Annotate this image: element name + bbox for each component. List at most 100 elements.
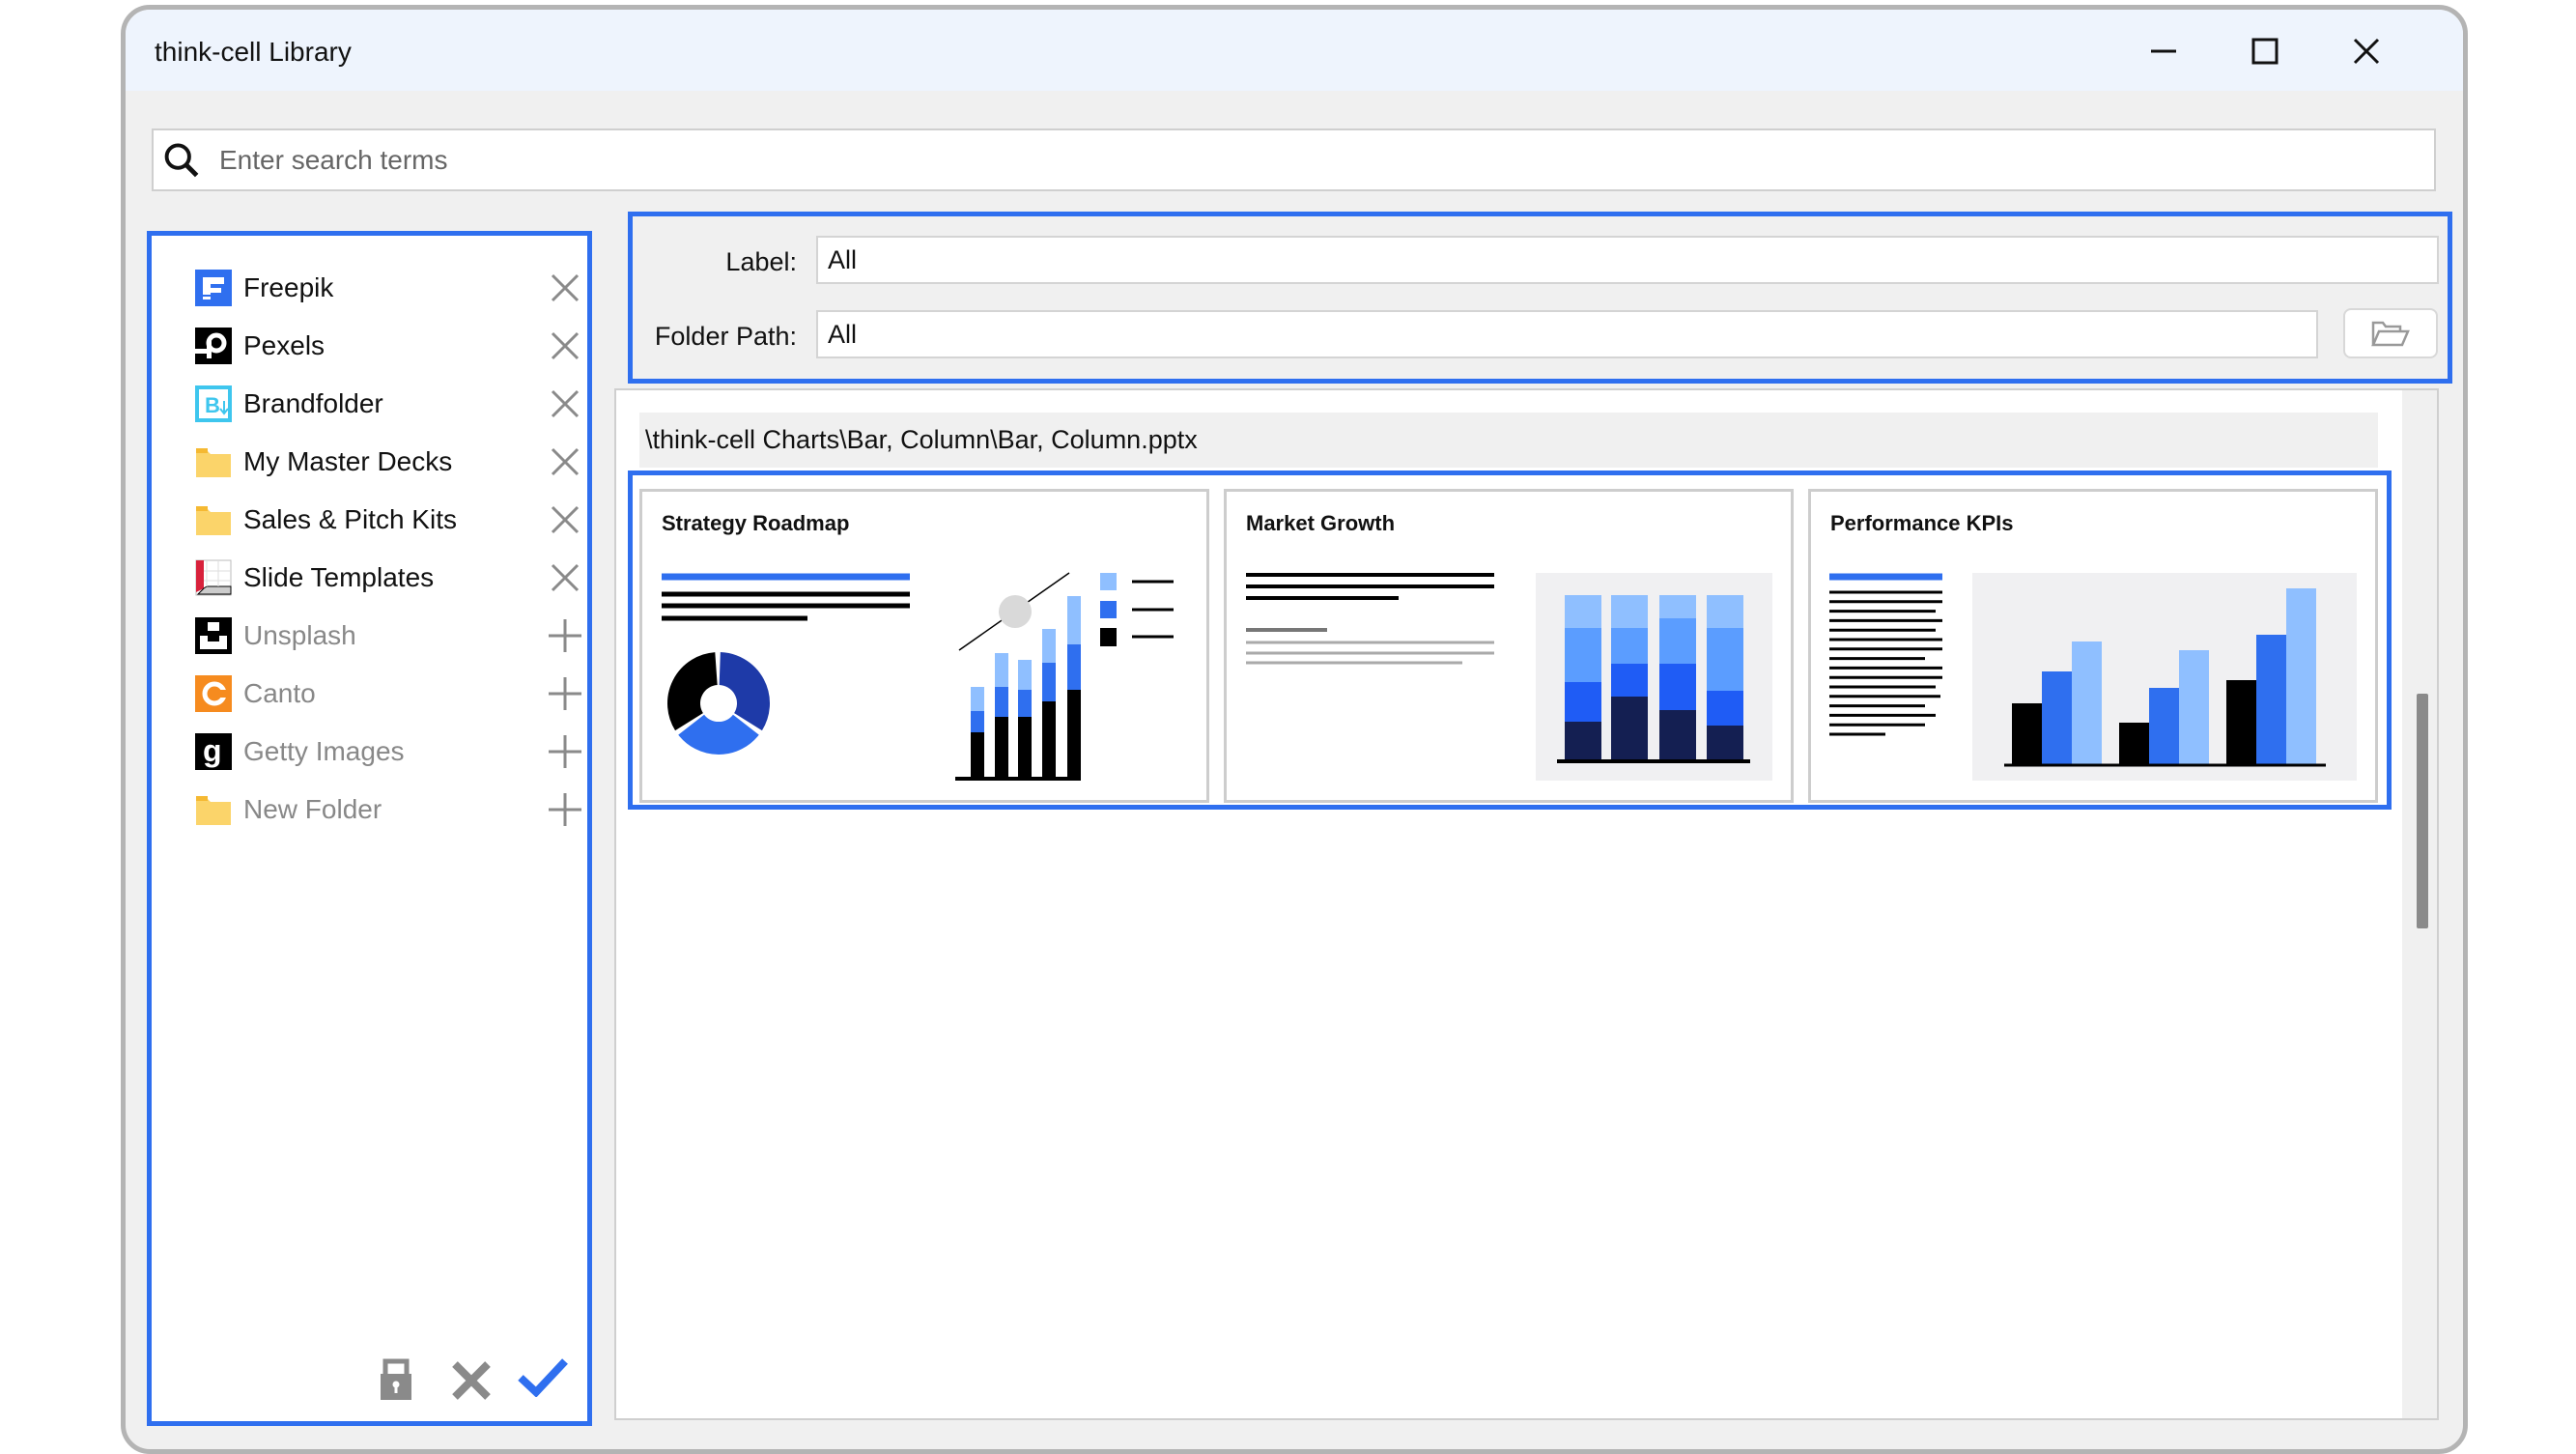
bar [995, 653, 1008, 687]
donut-chart [667, 652, 770, 755]
slide-card-performance-kpis[interactable]: Performance KPIs [1808, 489, 2378, 803]
remove-icon[interactable] [548, 444, 582, 479]
filter-panel: Label: All Folder Path: All [628, 212, 2452, 384]
bar-segment [1611, 595, 1648, 628]
bar [971, 687, 984, 711]
file-path: \think-cell Charts\Bar, Column\Bar, Colu… [639, 413, 2378, 468]
add-icon[interactable] [548, 618, 582, 653]
source-item-my-master-decks[interactable]: My Master Decks [152, 435, 587, 489]
source-list-panel: Freepik Pexels B Brandfolder My Master Decks… [147, 231, 592, 1426]
add-icon[interactable] [548, 676, 582, 711]
title-bar: think-cell Library [126, 10, 2463, 91]
source-label: Brandfolder [243, 388, 383, 418]
source-item-pexels[interactable]: Pexels [152, 319, 587, 373]
source-label: Getty Images [243, 736, 405, 766]
bar [2042, 671, 2072, 764]
minimize-button[interactable] [2139, 27, 2188, 75]
source-item-slide-templates[interactable]: Slide Templates [152, 551, 587, 605]
folder-icon [196, 448, 231, 477]
source-label: New Folder [243, 794, 382, 824]
source-item-unsplash[interactable]: Unsplash [152, 609, 587, 663]
slide-card-market-growth[interactable]: Market Growth [1224, 489, 1794, 803]
bar [1018, 660, 1032, 690]
bar [2072, 641, 2102, 764]
cancel-icon[interactable] [451, 1360, 492, 1401]
bar [2226, 680, 2256, 764]
folder-icon [196, 506, 231, 535]
bar-segment [1565, 722, 1601, 759]
folder-path-field[interactable]: All [816, 310, 2318, 358]
remove-icon[interactable] [548, 560, 582, 595]
add-icon[interactable] [548, 792, 582, 827]
remove-icon[interactable] [548, 328, 582, 363]
open-folder-icon [2371, 321, 2410, 347]
source-item-freepik[interactable]: Freepik [152, 261, 587, 315]
source-label: Freepik [243, 272, 334, 302]
bar-segment [1707, 628, 1743, 691]
confirm-icon[interactable] [517, 1356, 569, 1397]
bar [971, 732, 984, 779]
source-label: Pexels [243, 330, 326, 360]
bar-segment [1565, 628, 1601, 682]
remove-icon[interactable] [548, 271, 582, 305]
remove-icon[interactable] [548, 386, 582, 421]
scrollbar-thumb[interactable] [2417, 694, 2428, 928]
legend-swatch [1100, 601, 1117, 618]
source-item-new-folder[interactable]: New Folder [152, 783, 587, 837]
bar-segment [1611, 664, 1648, 697]
source-label: Unsplash [243, 620, 356, 650]
bar-segment [1659, 618, 1696, 664]
remove-icon[interactable] [548, 502, 582, 537]
label-filter-field[interactable]: All [816, 236, 2439, 284]
maximize-icon [2251, 38, 2279, 65]
donut-segment [667, 652, 719, 731]
freepik-icon [195, 270, 232, 306]
close-button[interactable] [2342, 27, 2391, 75]
bar [1067, 690, 1081, 779]
bar [995, 717, 1008, 779]
source-item-sales-pitch-kits[interactable]: Sales & Pitch Kits [152, 493, 587, 547]
lock-icon[interactable] [379, 1358, 413, 1401]
trend-marker [999, 595, 1032, 628]
bar [2286, 588, 2316, 764]
source-label: Sales & Pitch Kits [243, 504, 457, 534]
source-item-getty-images[interactable]: g Getty Images [152, 725, 587, 779]
bar [995, 687, 1008, 717]
bar-segment [1707, 595, 1743, 628]
add-icon[interactable] [548, 734, 582, 769]
bar [1042, 629, 1056, 663]
bar [2012, 703, 2042, 764]
bar-segment [1659, 595, 1696, 618]
bar [2119, 723, 2149, 764]
bar-segment [1565, 595, 1601, 628]
slide-templates-icon [195, 559, 232, 596]
source-label: My Master Decks [243, 446, 453, 476]
close-icon [2353, 38, 2380, 65]
source-label: Slide Templates [243, 562, 435, 592]
source-item-brandfolder[interactable]: B Brandfolder [152, 377, 587, 431]
search-bar[interactable] [152, 128, 2436, 191]
minimize-icon [2151, 49, 2176, 53]
label-caption: Label: [725, 247, 797, 276]
slide-card-strategy-roadmap[interactable]: Strategy Roadmap [639, 489, 1209, 803]
legend-swatch [1100, 573, 1117, 590]
bar-segment [1565, 682, 1601, 722]
bar [2256, 635, 2286, 764]
legend-swatch [1100, 628, 1117, 646]
bar [1067, 644, 1081, 690]
brandfolder-icon: B [195, 385, 232, 422]
browse-folder-button[interactable] [2343, 308, 2438, 358]
bar-segment [1659, 664, 1696, 710]
pexels-icon [195, 328, 232, 364]
source-item-canto[interactable]: Canto [152, 667, 587, 721]
bar-segment [1707, 691, 1743, 726]
bar [1018, 690, 1032, 717]
folder-icon [196, 796, 231, 825]
svg-text:B: B [205, 393, 220, 417]
maximize-button[interactable] [2241, 27, 2289, 75]
bar-segment [1611, 628, 1648, 664]
bar [1042, 701, 1056, 779]
bar [2179, 650, 2209, 764]
search-input[interactable] [218, 144, 2434, 176]
unsplash-icon [195, 617, 232, 654]
